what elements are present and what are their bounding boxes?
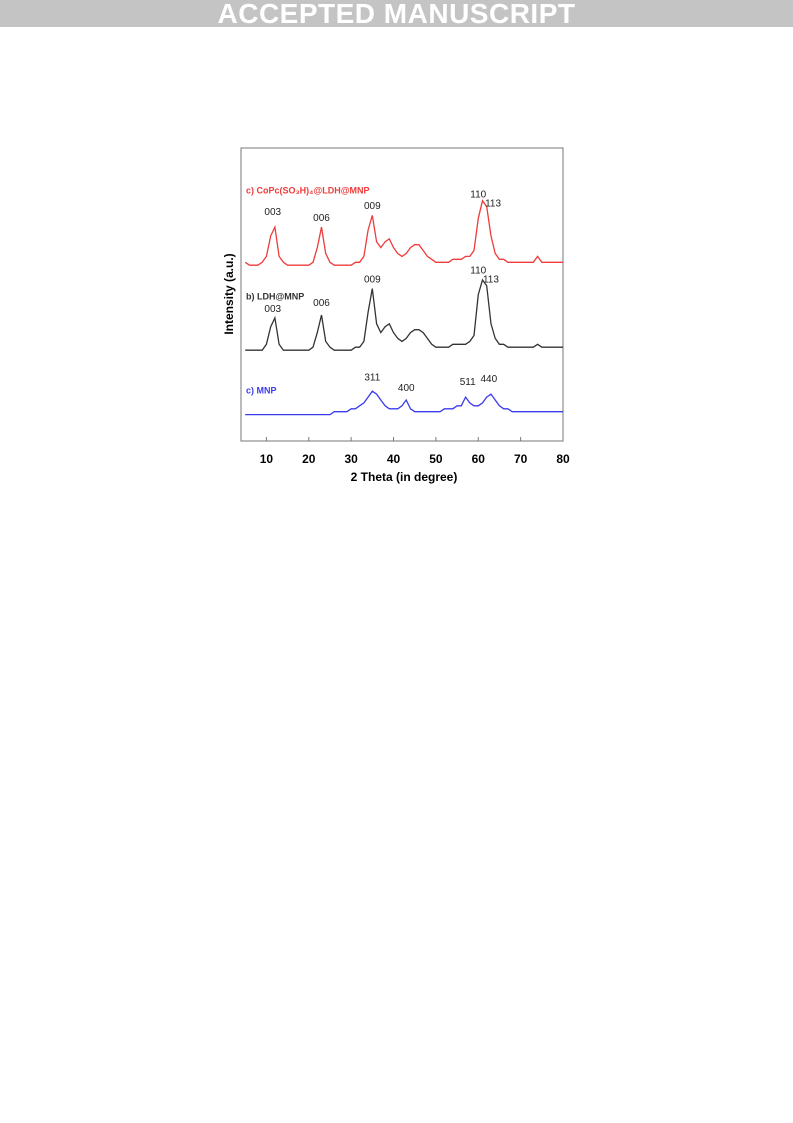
peak-label: 511	[460, 377, 476, 388]
x-tick-label: 70	[514, 452, 528, 466]
peak-label: 006	[313, 298, 330, 309]
peak-label: 009	[364, 201, 381, 212]
peak-label: 113	[483, 274, 499, 285]
x-tick-label: 20	[302, 452, 316, 466]
series-label: c) CoPc(SO₃H)₄@LDH@MNP	[246, 185, 370, 195]
xrd-trace	[244, 199, 563, 266]
x-tick-label: 40	[387, 452, 401, 466]
x-axis-label: 2 Theta (in degree)	[351, 470, 458, 484]
x-tick-label: 50	[429, 452, 443, 466]
peak-label: 113	[485, 198, 501, 209]
peak-label: 006	[313, 213, 330, 224]
peak-label: 440	[481, 374, 498, 385]
x-tick-label: 60	[472, 452, 486, 466]
banner: ACCEPTED MANUSCRIPT	[0, 0, 793, 28]
peak-label: 110	[470, 190, 486, 201]
x-tick-label: 30	[344, 452, 358, 466]
x-tick-label: 10	[260, 452, 274, 466]
peak-label: 110	[470, 266, 486, 277]
peak-label: 003	[264, 207, 281, 218]
xrd-trace	[245, 278, 563, 351]
xrd-trace	[245, 390, 563, 416]
series-label: c) MNP	[246, 385, 277, 395]
peak-label: 009	[364, 274, 381, 285]
peak-label: 003	[264, 304, 281, 315]
peak-label: 311	[364, 373, 380, 384]
series-label: b) LDH@MNP	[246, 291, 304, 301]
peak-label: 400	[398, 383, 415, 394]
y-axis-label: Intensity (a.u.)	[222, 253, 236, 334]
plot-frame	[240, 147, 564, 442]
x-tick-label: 80	[556, 452, 570, 466]
